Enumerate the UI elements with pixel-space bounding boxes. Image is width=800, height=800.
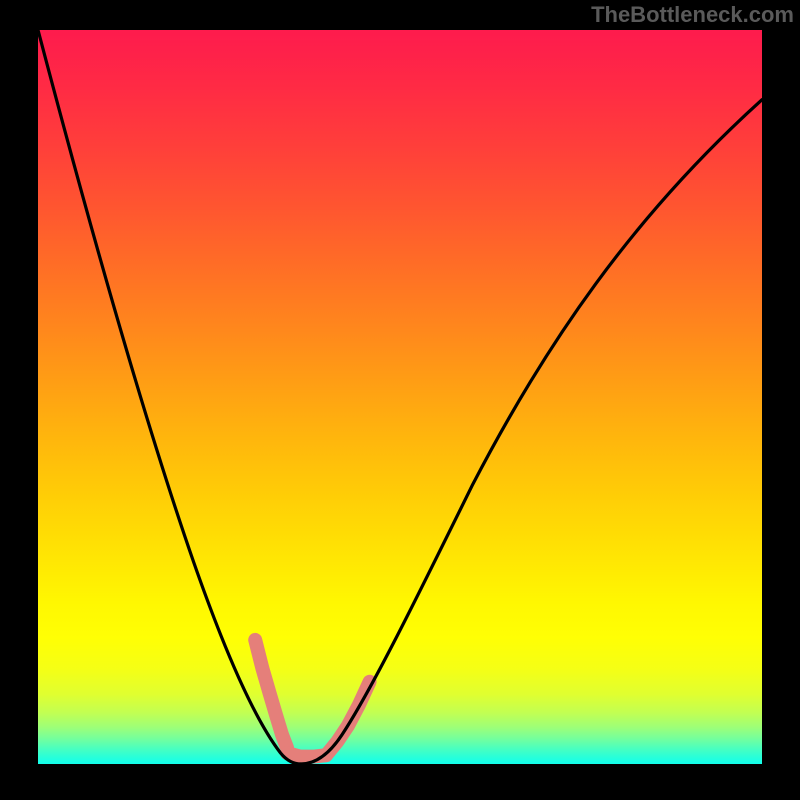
plot-area <box>38 30 762 764</box>
gradient-rect <box>38 30 762 764</box>
chart-container: TheBottleneck.com <box>0 0 800 800</box>
watermark-text: TheBottleneck.com <box>591 2 794 28</box>
gradient-background <box>38 30 762 764</box>
